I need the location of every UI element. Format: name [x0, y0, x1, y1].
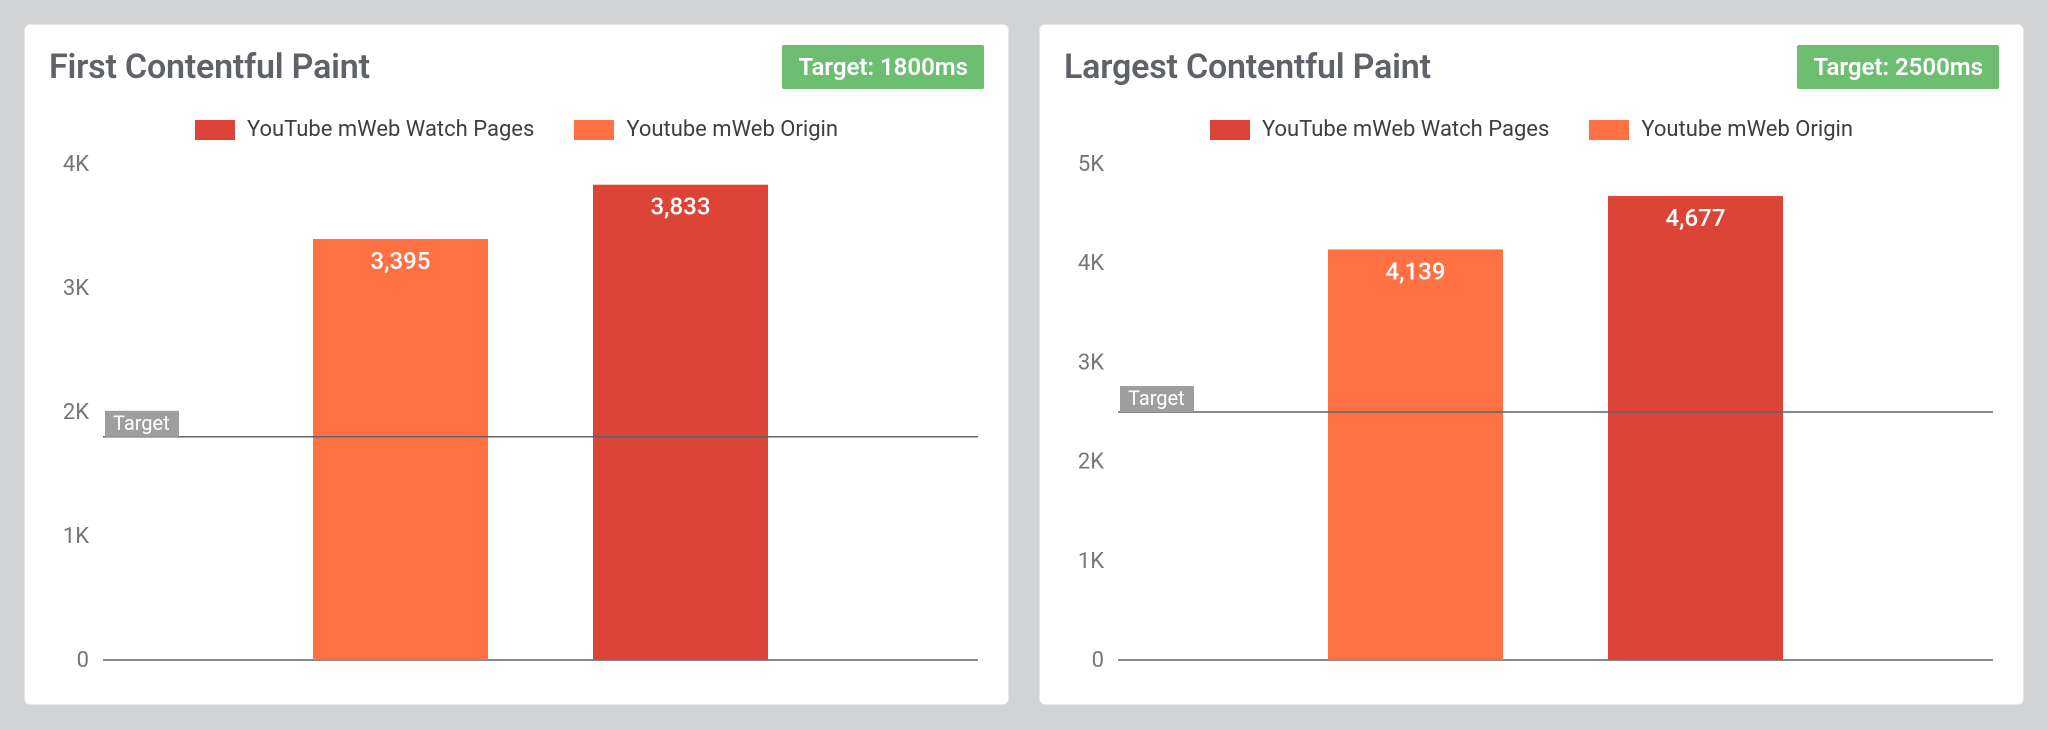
- legend-label: YouTube mWeb Watch Pages: [247, 117, 534, 142]
- card-header: Largest Contentful Paint Target: 2500ms: [1064, 45, 1999, 89]
- legend-swatch: [195, 120, 235, 140]
- chart-title: Largest Contentful Paint: [1064, 47, 1431, 87]
- chart-legend: YouTube mWeb Watch Pages Youtube mWeb Ori…: [49, 117, 984, 142]
- y-tick-label: 4K: [63, 154, 89, 177]
- y-tick-label: 2K: [63, 400, 89, 425]
- chart-plot-area: 0 1K 2K 3K 4K 3,395 3,833 Target: [49, 154, 984, 680]
- legend-label: Youtube mWeb Origin: [626, 117, 838, 142]
- chart-title: First Contentful Paint: [49, 47, 370, 87]
- y-tick-label: 0: [1092, 648, 1104, 673]
- legend-item-watch_pages: YouTube mWeb Watch Pages: [195, 117, 534, 142]
- legend-item-watch_pages: YouTube mWeb Watch Pages: [1210, 117, 1549, 142]
- y-tick-label: 1K: [63, 524, 89, 549]
- bar-origin: [313, 239, 488, 660]
- target-badge: Target: 2500ms: [1797, 45, 1999, 89]
- y-tick-label: 2K: [1078, 450, 1104, 475]
- legend-label: YouTube mWeb Watch Pages: [1262, 117, 1549, 142]
- legend-item-origin: Youtube mWeb Origin: [574, 117, 838, 142]
- legend-item-origin: Youtube mWeb Origin: [1589, 117, 1853, 142]
- bar-value-label: 3,833: [651, 193, 711, 221]
- bar-value-label: 3,395: [371, 247, 431, 275]
- legend-swatch: [574, 120, 614, 140]
- y-tick-label: 0: [77, 648, 89, 673]
- chart-legend: YouTube mWeb Watch Pages Youtube mWeb Ori…: [1064, 117, 1999, 142]
- y-tick-label: 3K: [1078, 350, 1104, 375]
- y-tick-label: 4K: [1078, 251, 1104, 276]
- bar-origin: [1328, 249, 1503, 660]
- legend-swatch: [1589, 120, 1629, 140]
- bar-watch_pages: [1608, 196, 1783, 660]
- card-header: First Contentful Paint Target: 1800ms: [49, 45, 984, 89]
- chart-card-lcp: Largest Contentful Paint Target: 2500ms Yo…: [1039, 24, 2024, 705]
- chart-plot-area: 0 1K 2K 3K 4K 5K 4,139 4,677 Target: [1064, 154, 1999, 680]
- target-badge: Target: 1800ms: [782, 45, 984, 89]
- y-tick-label: 5K: [1078, 154, 1104, 177]
- bar-value-label: 4,139: [1386, 257, 1446, 285]
- y-tick-label: 1K: [1078, 549, 1104, 574]
- legend-swatch: [1210, 120, 1250, 140]
- chart-svg: 0 1K 2K 3K 4K 3,395 3,833 Target: [49, 154, 984, 680]
- target-chip-label: Target: [113, 411, 170, 435]
- chart-card-fcp: First Contentful Paint Target: 1800ms YouT…: [24, 24, 1009, 705]
- bar-value-label: 4,677: [1666, 204, 1726, 232]
- chart-svg: 0 1K 2K 3K 4K 5K 4,139 4,677 Target: [1064, 154, 1999, 680]
- target-chip-label: Target: [1128, 386, 1185, 410]
- legend-label: Youtube mWeb Origin: [1641, 117, 1853, 142]
- y-tick-label: 3K: [63, 276, 89, 301]
- bar-watch_pages: [593, 185, 768, 660]
